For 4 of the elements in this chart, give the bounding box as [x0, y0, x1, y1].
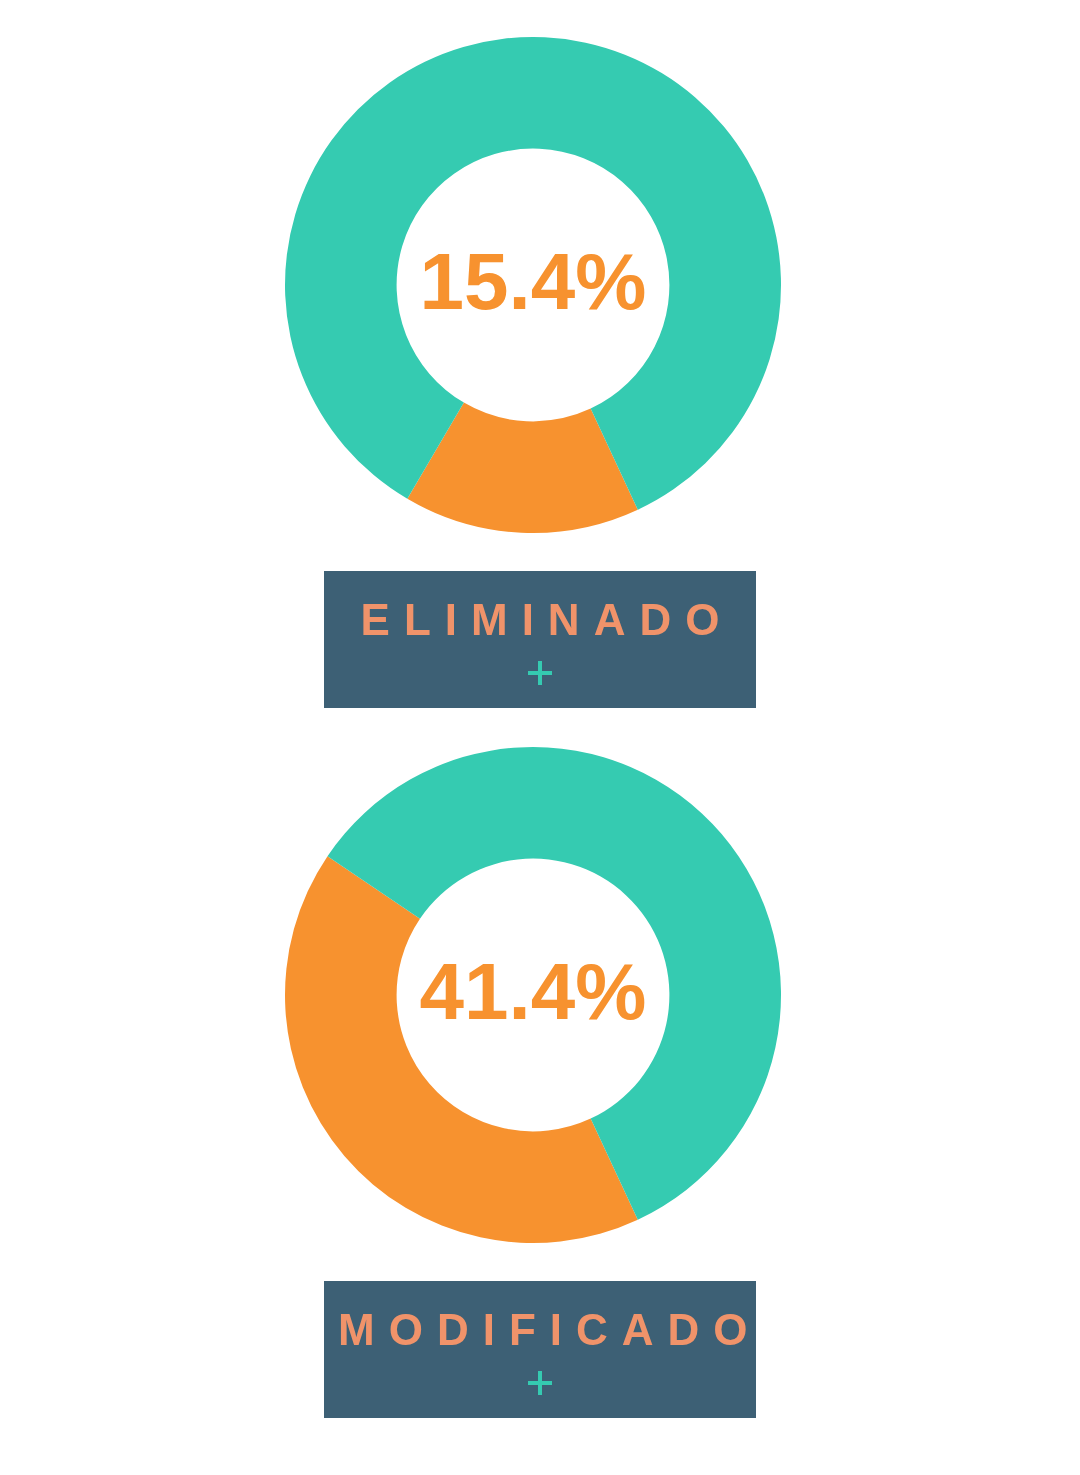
text: 41.4% [419, 947, 647, 1037]
text: ELIMINADO [359, 595, 735, 645]
text: MODIFICADO [337, 1305, 762, 1355]
text: 15.4% [419, 237, 647, 327]
